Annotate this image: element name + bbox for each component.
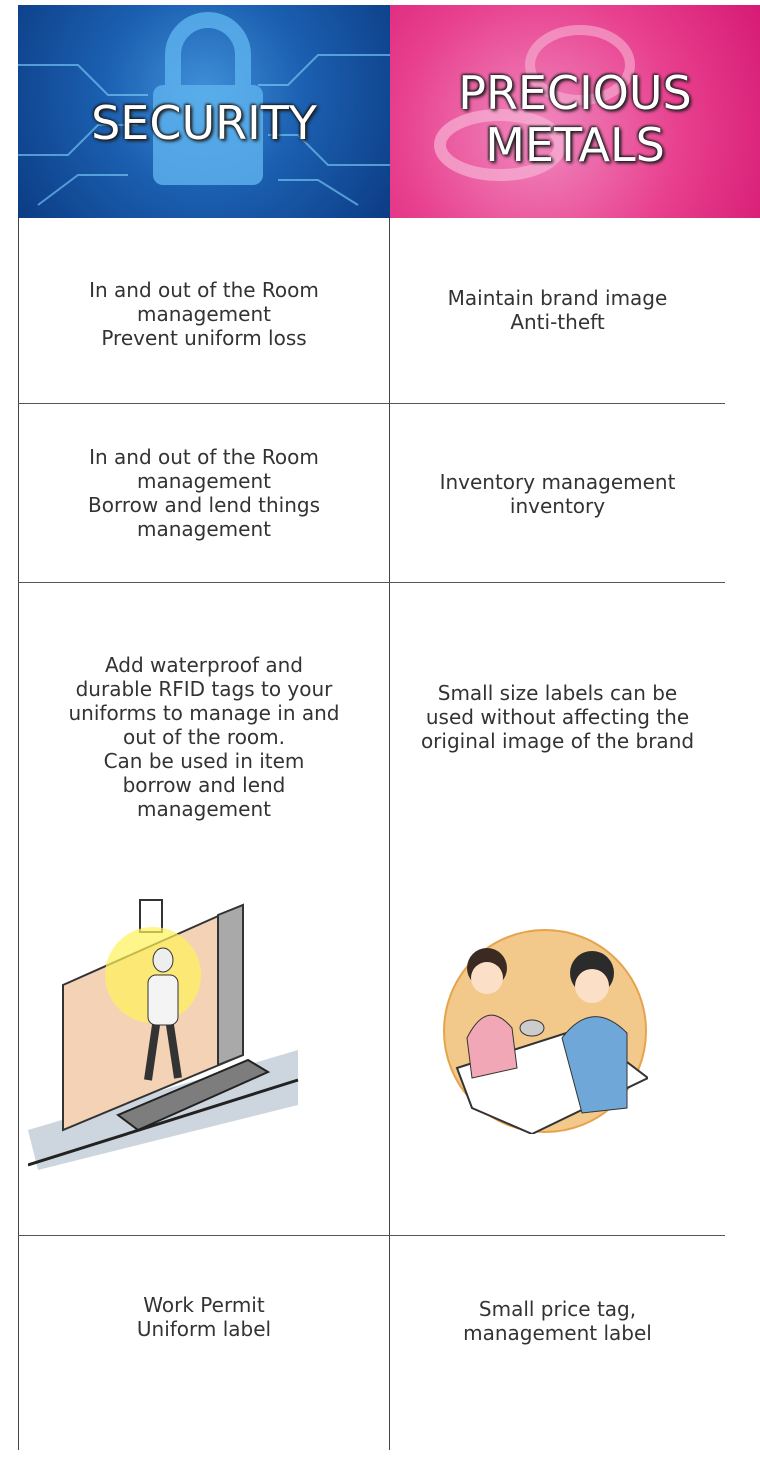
table-cell: In and out of the Room management Prevent … [18, 278, 390, 350]
cell-text: borrow and lend [122, 773, 286, 797]
header-title: METALS [485, 118, 665, 172]
cell-text: management [137, 517, 271, 541]
lock-background [18, 12, 390, 206]
cell-text: management [137, 797, 271, 821]
cell-text: Prevent uniform loss [101, 326, 307, 350]
table-cell: Small price tag, management label [390, 1297, 725, 1345]
cell-text: durable RFID tags to your [75, 677, 333, 701]
row-divider [18, 1235, 725, 1236]
cell-text: inventory [509, 494, 606, 518]
table-cell: Add waterproof and durable RFID tags to y… [18, 653, 390, 821]
room-illustration [28, 899, 308, 1175]
cell-text: Can be used in item [103, 749, 305, 773]
cell-text: management [137, 469, 271, 493]
cell-text: Anti-theft [510, 310, 605, 334]
table-cell: Inventory management inventory [390, 470, 725, 518]
cell-text: Add waterproof and [104, 653, 304, 677]
header-title: SECURITY [91, 96, 317, 150]
cell-text: used without affecting the [425, 705, 690, 729]
cell-text: management [137, 302, 271, 326]
table-cell: In and out of the Room management Borrow a… [18, 445, 390, 541]
header-title: PRECIOUS [458, 66, 692, 120]
cell-text: In and out of the Room [89, 278, 319, 302]
left-border [18, 218, 19, 1450]
cell-text: out of the room. [122, 725, 286, 749]
cell-text: management label [463, 1321, 652, 1345]
precious-metals-header: PRECIOUS METALS [390, 5, 760, 218]
table-cell: Small size labels can be used without aff… [390, 681, 725, 753]
table-cell: Work Permit Uniform label [18, 1293, 390, 1341]
store-illustration [443, 929, 648, 1134]
column-divider [389, 218, 390, 1450]
cell-text: Inventory management [439, 470, 676, 494]
cell-text: Uniform label [136, 1317, 272, 1341]
row-divider [18, 403, 725, 404]
ring-background [434, 25, 635, 181]
cell-text: uniforms to manage in and [68, 701, 340, 725]
cell-text: In and out of the Room [89, 445, 319, 469]
cell-text: Small price tag, [478, 1297, 637, 1321]
security-header: SECURITY [18, 5, 390, 218]
cell-text: original image of the brand [420, 729, 695, 753]
cell-text: Maintain brand image [447, 286, 668, 310]
cell-text: Small size labels can be [437, 681, 678, 705]
cell-text: Work Permit [143, 1293, 265, 1317]
row-divider [18, 582, 725, 583]
cell-text: Borrow and lend things [87, 493, 320, 517]
table-cell: Maintain brand image Anti-theft [390, 286, 725, 334]
